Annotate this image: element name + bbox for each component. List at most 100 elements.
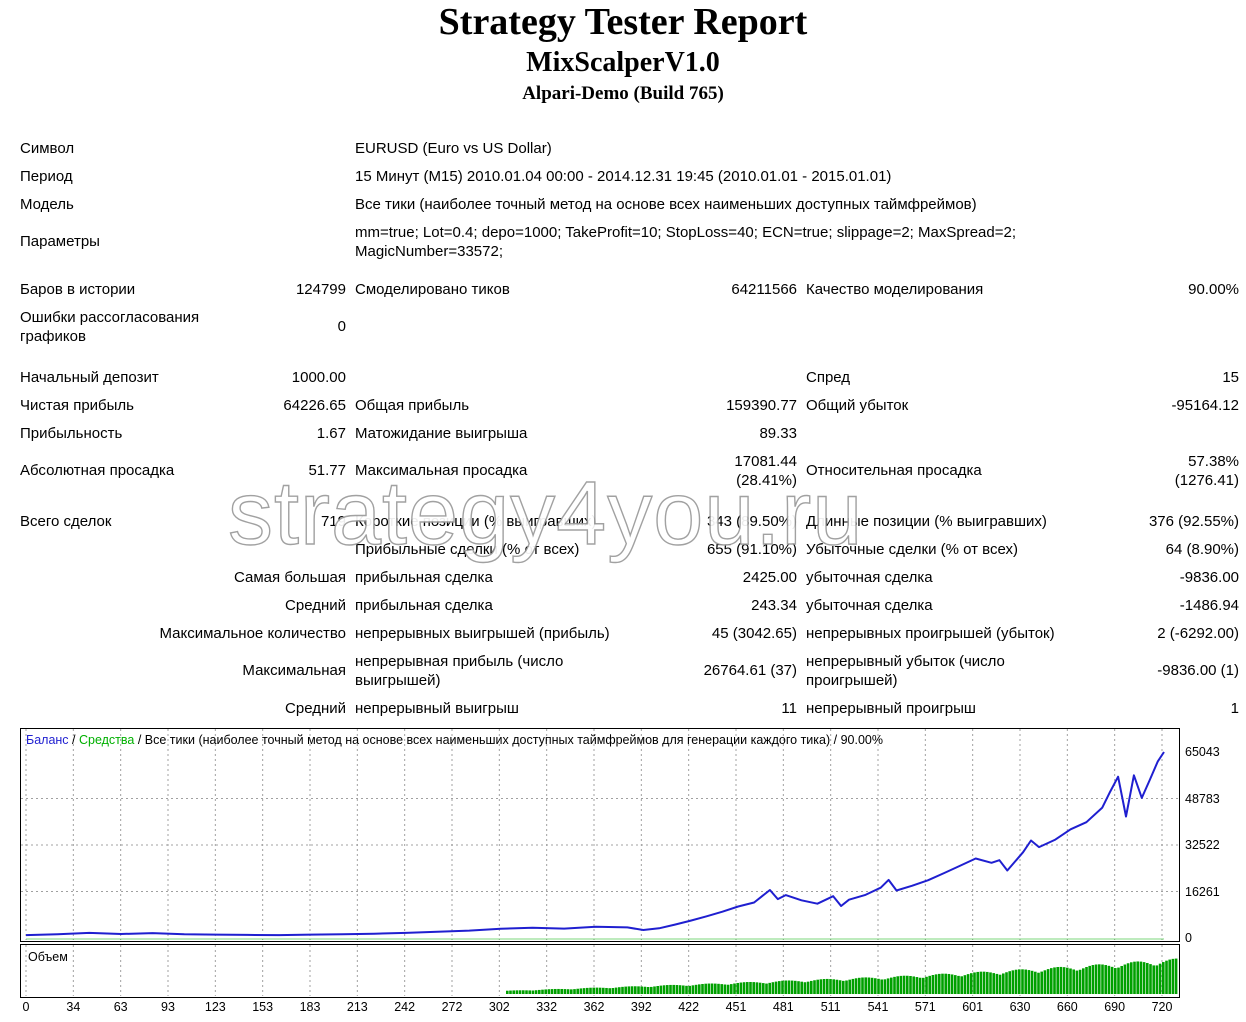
- volume-bar: [1030, 970, 1034, 994]
- x-tick-label: 571: [914, 1000, 936, 1014]
- volume-bar: [1037, 972, 1040, 994]
- abs-drawdown-value: 51.77: [308, 462, 346, 479]
- x-tick-label: 511: [820, 1000, 841, 1014]
- volume-bar: [1034, 971, 1037, 994]
- volume-bar: [1133, 961, 1136, 994]
- volume-bar: [694, 984, 698, 994]
- volume-bar: [883, 979, 887, 994]
- volume-bar: [698, 984, 701, 994]
- volume-bar: [1043, 970, 1047, 994]
- volume-bar: [1174, 958, 1178, 994]
- legend-separator: /: [68, 733, 79, 747]
- volume-bar: [515, 990, 519, 994]
- avg-cons-wins-label: непрерывный выигрыш: [355, 700, 519, 717]
- volume-bar: [925, 976, 928, 994]
- volume-bar: [931, 975, 935, 994]
- x-tick-label: 93: [161, 1000, 175, 1014]
- volume-bar: [624, 986, 627, 994]
- volume-bar: [819, 979, 823, 994]
- maximal-profit-value: 26764.61 (37): [703, 662, 797, 679]
- volume-bar: [797, 981, 800, 994]
- volume-bar: [1062, 967, 1066, 994]
- volume-bar: [803, 982, 807, 994]
- volume-bar: [880, 979, 883, 994]
- rel-drawdown-label: Относительная просадка: [806, 462, 982, 479]
- largest-loss-value: -9836.00: [1179, 569, 1239, 586]
- volume-bar: [970, 973, 973, 994]
- volume-bar: [829, 979, 832, 994]
- volume-bar: [1078, 969, 1082, 994]
- legend-model: Все тики (наиболее точный метод на основ…: [144, 733, 883, 747]
- volume-bar: [835, 979, 839, 994]
- volume-bar: [525, 990, 528, 994]
- volume-bar: [893, 976, 896, 994]
- volume-bar: [666, 985, 669, 994]
- expert-name: MixScalperV1.0: [526, 47, 720, 78]
- loss-trades-label: Убыточные сделки (% от всех): [806, 541, 1018, 558]
- y-tick-label: 65043: [1185, 745, 1220, 759]
- y-tick-label: 48783: [1185, 791, 1220, 806]
- volume-bar: [768, 982, 771, 994]
- volume-bar: [595, 987, 599, 994]
- volume-bar: [538, 989, 541, 994]
- x-tick-label: 34: [66, 1000, 81, 1014]
- volume-bar: [774, 981, 778, 994]
- volume-bar: [1069, 968, 1072, 994]
- volume-bar: [1104, 965, 1107, 994]
- net-profit-value: 64226.65: [283, 397, 346, 414]
- volume-bar: [650, 986, 653, 994]
- volume-bar: [512, 990, 515, 994]
- volume-bar: [576, 988, 579, 994]
- volume-bar: [1162, 962, 1165, 994]
- volume-bar: [794, 980, 797, 994]
- volume-bar: [1050, 968, 1053, 994]
- abs-drawdown-label: Абсолютная просадка: [20, 462, 175, 479]
- volume-bar: [1168, 959, 1171, 994]
- volume-bar: [1136, 961, 1139, 994]
- volume-bar: [1101, 964, 1104, 994]
- volume-bar: [813, 980, 816, 994]
- volume-bar: [854, 978, 858, 994]
- volume-bar: [659, 985, 663, 994]
- max-cons-losses-value: 2 (-6292.00): [1157, 625, 1239, 642]
- volume-bar: [506, 990, 509, 994]
- x-tick-label: 242: [394, 1000, 416, 1014]
- report-title: Strategy Tester Report: [438, 1, 808, 43]
- volume-bar: [1059, 966, 1063, 994]
- loss-trades-value: 64 (8.90%): [1165, 541, 1239, 558]
- volume-bar: [1072, 969, 1075, 994]
- volume-bar: [1171, 958, 1175, 994]
- volume-bar: [528, 990, 531, 994]
- x-tick-label: 63: [113, 1000, 128, 1014]
- max-drawdown-percent: (28.41%): [736, 472, 797, 489]
- ticks-value: 64211566: [731, 281, 797, 298]
- volume-bar: [1120, 965, 1123, 994]
- volume-bar: [1114, 968, 1117, 994]
- bars-value: 124799: [295, 281, 346, 298]
- volume-bar: [1014, 969, 1018, 994]
- volume-bar: [771, 982, 775, 994]
- legend-balance: Баланс: [26, 733, 69, 747]
- volume-bar: [518, 990, 522, 994]
- period-label: Период: [20, 168, 73, 185]
- chart-legend: Баланс / Средства / Все тики (наиболее т…: [26, 732, 883, 748]
- volume-bar: [656, 986, 659, 994]
- x-tick-label: 451: [725, 1000, 747, 1014]
- volume-bar: [810, 980, 813, 994]
- volume-bar: [1152, 965, 1155, 994]
- rel-drawdown-amount: (1276.41): [1174, 472, 1239, 489]
- volume-bar: [912, 976, 915, 994]
- volume-bar: [691, 985, 695, 994]
- gross-loss-value: -95164.12: [1171, 397, 1239, 414]
- expected-payoff-label: Матожидание выигрыша: [355, 425, 528, 442]
- volume-bar: [957, 975, 960, 994]
- volume-bar: [550, 989, 554, 994]
- volume-bar: [861, 977, 864, 994]
- avg-cons-losses-value: 1: [1230, 700, 1239, 717]
- volume-bar: [765, 983, 768, 994]
- x-tick-label: 392: [630, 1000, 652, 1014]
- volume-bar: [1066, 967, 1069, 994]
- volume-bar: [614, 987, 618, 994]
- gross-profit-label: Общая прибыль: [355, 397, 470, 414]
- volume-bar: [726, 984, 730, 994]
